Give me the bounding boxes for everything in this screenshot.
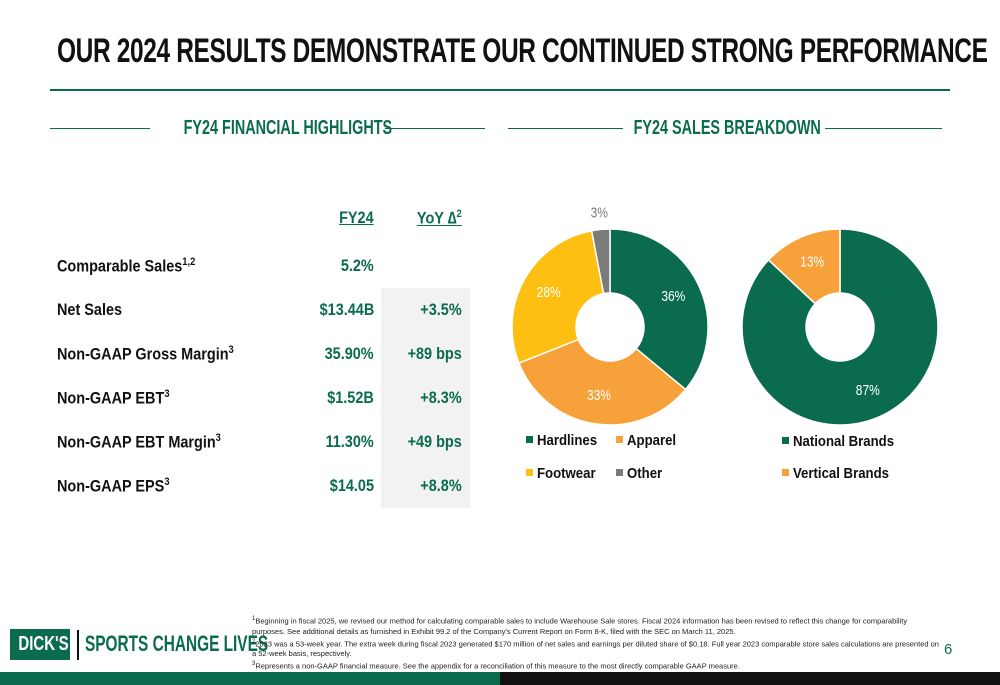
- fy24-value: 5.2%: [341, 256, 374, 275]
- yoy-value: +8.3%: [420, 388, 462, 407]
- fy24-value: $1.52B: [327, 388, 374, 407]
- row-label-text: Non-GAAP EBT Margin: [57, 432, 216, 452]
- column-header-text: YoY ∆: [417, 208, 457, 228]
- slice-label: 3%: [591, 204, 608, 221]
- legend-label: Hardlines: [537, 431, 597, 448]
- rule: [508, 128, 623, 129]
- slide-title: OUR 2024 RESULTS DEMONSTRATE OUR CONTINU…: [57, 32, 988, 70]
- section-heading: FY24 FINANCIAL HIGHLIGHTS: [183, 117, 393, 139]
- pie-slice: [609, 228, 709, 391]
- pie-slice: [511, 229, 605, 365]
- row-label-sup: 3: [228, 344, 234, 356]
- column-header-sup: 2: [456, 208, 462, 220]
- section-heading: FY24 SALES BREAKDOWN: [633, 117, 821, 139]
- footnote: 22023 was a 53-week year. The extra week…: [252, 637, 942, 660]
- slice-label: 28%: [537, 284, 561, 301]
- logo: DICK'S: [10, 629, 70, 660]
- legend-label: Vertical Brands: [793, 464, 889, 481]
- yoy-value: +8.8%: [420, 476, 462, 495]
- footnote-text: Represents a non-GAAP financial measure.…: [255, 661, 740, 671]
- footnote: 1Beginning in fiscal 2025, we revised ou…: [252, 614, 942, 637]
- title-rule: [50, 89, 950, 91]
- legend-swatch: [616, 469, 623, 476]
- legend-label: Other: [627, 464, 663, 481]
- row-label-text: Non-GAAP EBT: [57, 388, 165, 408]
- footnote-text: 2023 was a 53-week year. The extra week …: [252, 639, 939, 658]
- row-label: Non-GAAP Gross Margin3: [57, 344, 234, 365]
- row-label-sup: 1,2: [182, 256, 196, 268]
- tagline: SPORTS CHANGE LIVES: [85, 631, 269, 656]
- logo-divider: [77, 630, 79, 660]
- slice-label: 13%: [800, 253, 824, 270]
- row-label-text: Net Sales: [57, 300, 123, 319]
- slice-label: 87%: [856, 382, 880, 399]
- row-label-sup: 3: [215, 432, 221, 444]
- footnotes: 1Beginning in fiscal 2025, we revised ou…: [252, 614, 942, 672]
- column-header-text: FY24: [339, 208, 374, 227]
- rule: [385, 128, 485, 129]
- fy24-value: $14.05: [329, 476, 374, 495]
- row-label-text: Non-GAAP Gross Margin: [57, 344, 229, 364]
- slice-label: 36%: [661, 288, 685, 305]
- fy24-value: 11.30%: [325, 432, 374, 451]
- footnote-marker: 2: [252, 638, 256, 645]
- legend-swatch: [782, 469, 789, 476]
- footnote-marker: 3: [252, 661, 256, 667]
- yoy-value: +49 bps: [407, 432, 462, 451]
- yoy-value: +3.5%: [420, 300, 462, 319]
- row-label-text: Non-GAAP EPS: [57, 476, 165, 496]
- pie-slice: [517, 338, 687, 426]
- page-number: 6: [944, 641, 953, 658]
- footnote: 3Represents a non-GAAP financial measure…: [252, 659, 942, 672]
- legend-swatch: [616, 436, 623, 443]
- slice-label: 33%: [587, 387, 611, 404]
- legend-swatch: [526, 436, 533, 443]
- yoy-value: +89 bps: [407, 344, 462, 363]
- row-label-sup: 3: [164, 476, 170, 488]
- column-header: YoY ∆2: [417, 208, 462, 229]
- pie-slice: [741, 228, 939, 426]
- fy24-value: $13.44B: [319, 300, 374, 319]
- legend-label: Apparel: [627, 431, 676, 448]
- pie-slice: [767, 228, 841, 305]
- footnote-text: Beginning in fiscal 2025, we revised our…: [252, 616, 908, 636]
- row-label: Non-GAAP EPS3: [57, 476, 170, 497]
- column-header: FY24: [339, 208, 374, 228]
- yoy-column-bg: [381, 288, 470, 508]
- row-label: Non-GAAP EBT3: [57, 388, 170, 409]
- rule: [825, 128, 942, 129]
- legend-swatch: [782, 437, 789, 444]
- legend-swatch: [526, 469, 533, 476]
- legend-label: National Brands: [793, 432, 894, 449]
- row-label: Net Sales: [57, 300, 122, 320]
- legend-label: Footwear: [537, 464, 596, 481]
- row-label-sup: 3: [164, 388, 170, 400]
- fy24-value: 35.90%: [324, 344, 374, 363]
- row-label: Non-GAAP EBT Margin3: [57, 432, 221, 453]
- row-label: Comparable Sales1,2: [57, 256, 195, 277]
- bottom-bar: [0, 672, 500, 685]
- pie-slice: [590, 228, 611, 295]
- footnote-marker: 1: [252, 616, 256, 622]
- row-label-text: Comparable Sales: [57, 256, 183, 276]
- rule: [50, 128, 150, 129]
- logo-text: DICK'S: [18, 633, 69, 655]
- bottom-bar: [500, 672, 1000, 685]
